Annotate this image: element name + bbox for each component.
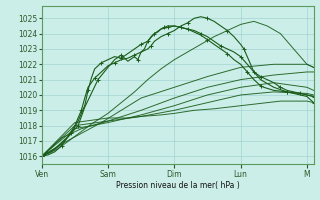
X-axis label: Pression niveau de la mer( hPa ): Pression niveau de la mer( hPa ) xyxy=(116,181,239,190)
